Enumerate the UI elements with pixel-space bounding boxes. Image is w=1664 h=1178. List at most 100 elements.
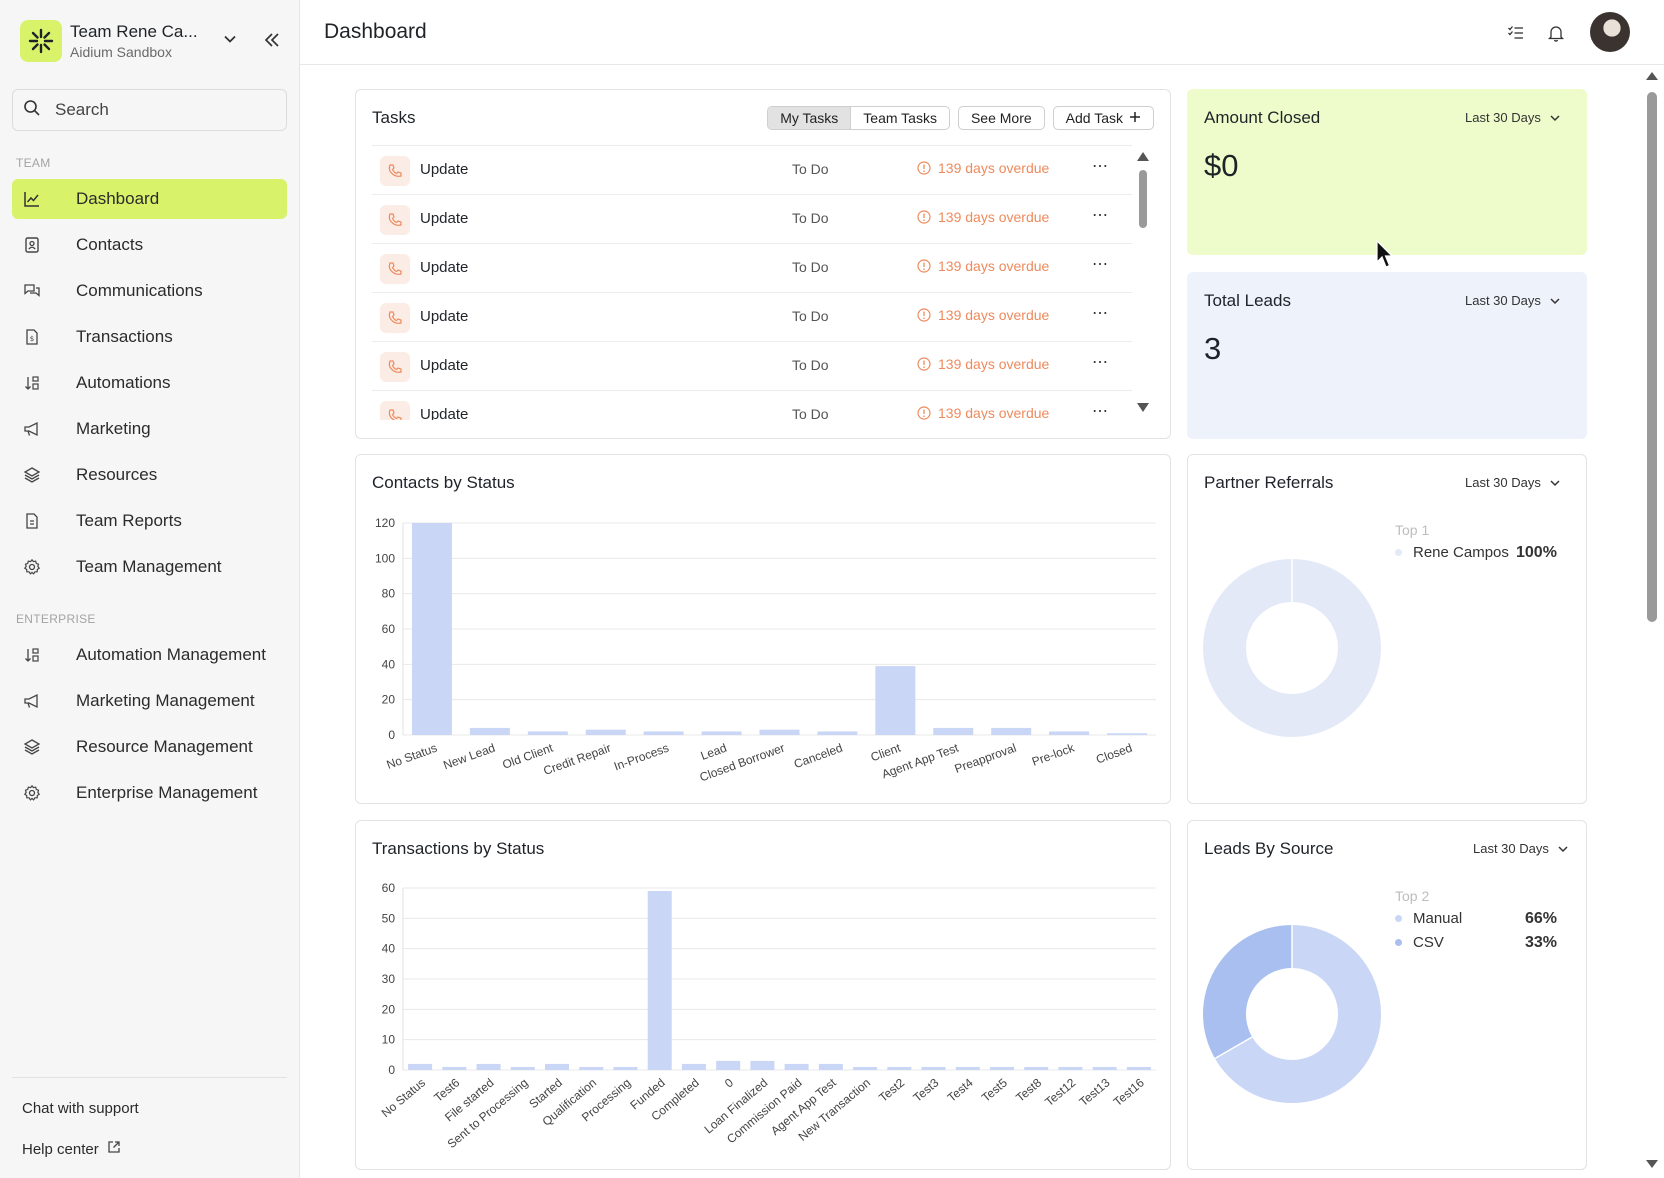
amount-closed-range-select[interactable]: Last 30 Days — [1465, 110, 1561, 125]
sidebar-item-transactions[interactable]: $ Transactions — [12, 317, 287, 357]
my-tasks-tab[interactable]: My Tasks — [768, 107, 851, 129]
bar[interactable] — [921, 1066, 946, 1070]
team-tasks-tab[interactable]: Team Tasks — [850, 107, 949, 129]
more-options-icon[interactable]: ⋯ — [1092, 305, 1109, 322]
sidebar-item-contacts[interactable]: Contacts — [12, 225, 287, 265]
x-tick-label: Test8 — [1013, 1075, 1044, 1104]
task-status: To Do — [792, 357, 829, 373]
bar[interactable] — [545, 1063, 570, 1070]
phone-icon — [380, 352, 410, 382]
avatar[interactable] — [1590, 12, 1630, 52]
more-options-icon[interactable]: ⋯ — [1092, 207, 1109, 224]
bar[interactable] — [759, 729, 800, 735]
sidebar-item-marketing[interactable]: Marketing — [12, 409, 287, 449]
task-status: To Do — [792, 259, 829, 275]
bar[interactable] — [411, 523, 452, 735]
bar[interactable] — [1024, 1066, 1049, 1070]
transactions-chart-title: Transactions by Status — [372, 839, 545, 858]
chevron-down-icon — [1550, 479, 1560, 486]
sidebar-item-enterprise-management[interactable]: Enterprise Management — [12, 773, 287, 813]
task-status: To Do — [792, 406, 829, 420]
bar[interactable] — [585, 729, 626, 735]
bar[interactable] — [716, 1060, 741, 1070]
sidebar-item-communications[interactable]: Communications — [12, 271, 287, 311]
sidebar-item-resources[interactable]: Resources — [12, 455, 287, 495]
bar[interactable] — [955, 1066, 980, 1070]
bar[interactable] — [701, 731, 742, 735]
bar[interactable] — [784, 1063, 809, 1070]
team-switcher[interactable]: Team Rene Ca... Aidium Sandbox — [20, 20, 238, 62]
sidebar-item-automation-management[interactable]: Automation Management — [12, 635, 287, 675]
legend-heading: Top 1 — [1395, 522, 1430, 538]
svg-text:$: $ — [30, 335, 34, 343]
sidebar-item-dashboard[interactable]: Dashboard — [12, 179, 287, 219]
bar[interactable] — [1092, 1066, 1117, 1070]
bar[interactable] — [887, 1066, 912, 1070]
more-options-icon[interactable]: ⋯ — [1092, 158, 1109, 175]
bar[interactable] — [408, 1063, 433, 1070]
more-options-icon[interactable]: ⋯ — [1092, 256, 1109, 273]
add-task-button[interactable]: Add Task — [1052, 106, 1154, 130]
more-options-icon[interactable]: ⋯ — [1092, 403, 1109, 420]
y-tick-label: 40 — [382, 942, 396, 956]
bar[interactable] — [442, 1066, 467, 1070]
task-name: Update — [420, 210, 469, 227]
task-row[interactable]: Update To Do 139 days overdue ⋯ — [372, 293, 1132, 342]
bar[interactable] — [681, 1063, 706, 1070]
collapse-sidebar-icon[interactable] — [262, 30, 282, 50]
x-tick-label: Lead — [699, 741, 729, 763]
bar[interactable] — [510, 1066, 535, 1070]
sidebar-item-team-management[interactable]: Team Management — [12, 547, 287, 587]
bar[interactable] — [818, 1063, 843, 1070]
task-row[interactable]: Update To Do 139 days overdue ⋯ — [372, 195, 1132, 244]
chat-support-link[interactable]: Chat with support — [22, 1100, 139, 1117]
sidebar-item-team-reports[interactable]: Team Reports — [12, 501, 287, 541]
bar[interactable] — [1058, 1066, 1083, 1070]
bar[interactable] — [476, 1063, 501, 1070]
bar[interactable] — [989, 1066, 1014, 1070]
sidebar-item-marketing-management[interactable]: Marketing Management — [12, 681, 287, 721]
sidebar-item-resource-management[interactable]: Resource Management — [12, 727, 287, 767]
bar[interactable] — [817, 731, 858, 735]
bar[interactable] — [1107, 733, 1148, 735]
bar[interactable] — [933, 727, 974, 735]
bell-icon[interactable] — [1545, 22, 1567, 44]
leads-by-source-range-select[interactable]: Last 30 Days — [1473, 841, 1569, 856]
task-list-scrollbar[interactable] — [1136, 152, 1150, 412]
task-row[interactable]: Update To Do 139 days overdue ⋯ — [372, 146, 1132, 195]
donut-slice[interactable] — [1203, 925, 1292, 1059]
bar[interactable] — [579, 1066, 604, 1070]
help-center-link[interactable]: Help center — [22, 1140, 121, 1158]
bar[interactable] — [643, 731, 684, 735]
total-leads-range-select[interactable]: Last 30 Days — [1465, 293, 1561, 308]
sidebar-item-automations[interactable]: Automations — [12, 363, 287, 403]
donut-slice[interactable] — [1214, 925, 1381, 1103]
bar[interactable] — [853, 1066, 878, 1070]
y-tick-label: 10 — [382, 1033, 396, 1047]
bar[interactable] — [991, 727, 1032, 735]
x-tick-label: Test4 — [945, 1075, 976, 1104]
chevron-down-icon[interactable] — [222, 31, 238, 52]
task-row[interactable]: Update To Do 139 days overdue ⋯ — [372, 391, 1132, 420]
task-list-icon[interactable] — [1505, 22, 1527, 44]
bar[interactable] — [1126, 1066, 1151, 1070]
leads-by-source-title: Leads By Source — [1204, 839, 1334, 858]
page-scrollbar[interactable] — [1645, 68, 1659, 1173]
task-row[interactable]: Update To Do 139 days overdue ⋯ — [372, 342, 1132, 391]
partner-referrals-range-select[interactable]: Last 30 Days — [1465, 475, 1561, 490]
bar[interactable] — [875, 666, 916, 735]
x-tick-label: Credit Repair — [542, 741, 613, 778]
more-options-icon[interactable]: ⋯ — [1092, 354, 1109, 371]
bar[interactable] — [1049, 731, 1090, 735]
bar[interactable] — [469, 727, 510, 735]
search-input[interactable] — [55, 100, 265, 120]
task-row[interactable]: Update To Do 139 days overdue ⋯ — [372, 244, 1132, 293]
search-box[interactable] — [12, 89, 287, 131]
bar[interactable] — [613, 1066, 638, 1070]
see-more-button[interactable]: See More — [957, 106, 1045, 130]
x-tick-label: Test16 — [1111, 1075, 1147, 1109]
bar[interactable] — [647, 891, 672, 1070]
bar[interactable] — [750, 1060, 775, 1070]
bar[interactable] — [527, 731, 568, 735]
